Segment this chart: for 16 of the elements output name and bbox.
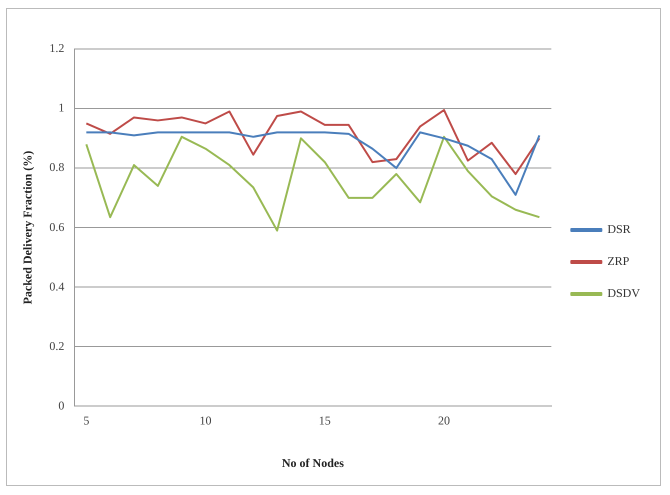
x-tick-label: 10: [200, 414, 212, 428]
y-tick-label: 0.4: [49, 279, 64, 294]
legend-label: DSR: [607, 222, 631, 236]
y-axis-title: Packed Delivery Fraction (%): [20, 150, 34, 304]
y-tick-label: 1: [58, 100, 64, 115]
legend-label: DSDV: [607, 286, 640, 300]
y-tick-label: 0.2: [49, 338, 64, 353]
y-tick-label: 0: [58, 398, 64, 412]
x-tick-label: 20: [438, 414, 450, 428]
x-tick-label: 15: [318, 414, 331, 428]
y-tick-label: 0.6: [49, 220, 64, 234]
y-tick-label: 0.8: [49, 160, 64, 174]
x-axis-title: No of Nodes: [282, 456, 344, 470]
legend-label: ZRP: [607, 254, 630, 268]
x-tick-label: 5: [83, 414, 90, 428]
y-tick-label: 1.2: [49, 41, 64, 56]
